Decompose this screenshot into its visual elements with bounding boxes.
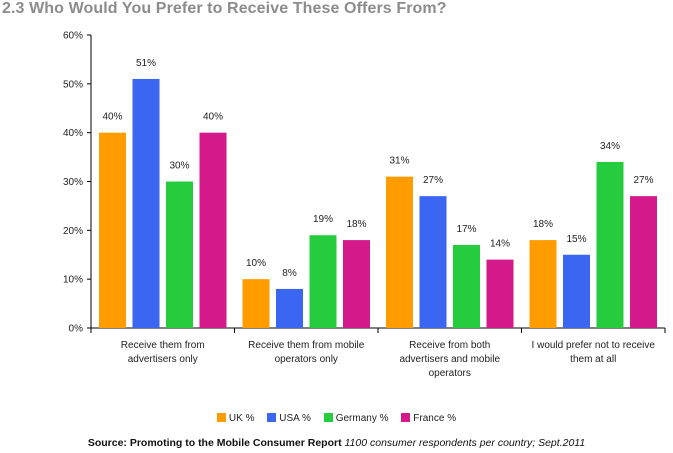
y-tick-label: 0% xyxy=(69,324,84,335)
bar-uk xyxy=(529,240,557,328)
data-label: 40% xyxy=(203,112,223,123)
data-label: 19% xyxy=(313,214,333,225)
y-tick-label: 40% xyxy=(63,128,83,139)
bar-uk xyxy=(242,279,270,328)
legend-item-germany: Germany % xyxy=(323,413,389,424)
legend-swatch-france xyxy=(401,413,411,422)
bar-germany xyxy=(166,181,193,328)
y-tick-label: 30% xyxy=(63,177,83,188)
chart-source: Source: Promoting to the Mobile Consumer… xyxy=(0,437,673,449)
bar-france xyxy=(343,240,370,328)
y-tick-label: 20% xyxy=(63,226,83,237)
x-category-label: Receive them from xyxy=(121,340,205,351)
x-category-label: them at all xyxy=(570,354,616,365)
x-category-label: advertisers and mobile xyxy=(399,354,500,365)
data-label: 27% xyxy=(633,175,653,186)
bar-germany xyxy=(596,161,624,328)
x-category-label: Receive from both xyxy=(409,340,490,351)
legend-label-germany: Germany % xyxy=(335,413,389,424)
bar-usa xyxy=(276,288,303,328)
bar-uk xyxy=(386,176,413,328)
legend-label-france: France % xyxy=(413,413,457,424)
legend-item-uk: UK % xyxy=(216,413,255,424)
bar-france xyxy=(630,196,657,328)
legend-item-france: France % xyxy=(401,413,456,424)
chart-legend: UK % USA % Germany % France % xyxy=(0,413,673,424)
data-label: 8% xyxy=(282,268,297,279)
data-label: 34% xyxy=(600,141,620,152)
bar-chart: 0% 10% 20% 30% 40% 50% 60% 40% 51% 30% 40% Receive … xyxy=(63,31,666,379)
bar-france xyxy=(486,259,514,328)
bar-usa xyxy=(419,196,447,328)
y-tick-label: 50% xyxy=(63,79,83,90)
x-category-label: operators only xyxy=(275,354,338,365)
data-label: 18% xyxy=(533,219,553,230)
bar-uk xyxy=(99,132,126,328)
legend-item-usa: USA % xyxy=(267,413,311,424)
legend-swatch-uk xyxy=(216,413,226,422)
y-tick-label: 60% xyxy=(63,31,83,42)
data-label: 10% xyxy=(246,258,266,269)
chart-title: 2.3 Who Would You Prefer to Receive Thes… xyxy=(2,0,447,17)
legend-swatch-germany xyxy=(323,413,333,422)
data-label: 15% xyxy=(566,234,586,245)
source-detail: 1100 consumer respondents per country; S… xyxy=(344,437,586,449)
data-label: 14% xyxy=(490,239,510,250)
bar-france xyxy=(199,132,227,328)
source-label: Source: Promoting to the Mobile Consumer… xyxy=(87,437,342,449)
legend-label-usa: USA % xyxy=(279,413,311,424)
data-label: 31% xyxy=(389,156,409,167)
data-label: 17% xyxy=(456,224,476,235)
legend-label-uk: UK % xyxy=(228,413,255,424)
bar-germany xyxy=(309,235,337,328)
data-label: 40% xyxy=(102,112,122,123)
legend-swatch-usa xyxy=(267,413,277,422)
y-tick-label: 10% xyxy=(63,275,83,286)
x-category-label: I would prefer not to receive xyxy=(532,340,656,351)
data-label: 51% xyxy=(136,58,156,69)
data-label: 18% xyxy=(346,219,366,230)
x-category-label: Receive them from mobile xyxy=(248,340,365,351)
x-category-label: advertisers only xyxy=(128,354,198,365)
bar-germany xyxy=(453,244,480,328)
bar-usa xyxy=(132,78,160,328)
bar-usa xyxy=(563,254,590,328)
data-label: 27% xyxy=(423,175,443,186)
data-label: 30% xyxy=(169,161,189,172)
x-category-label: operators xyxy=(429,368,471,379)
